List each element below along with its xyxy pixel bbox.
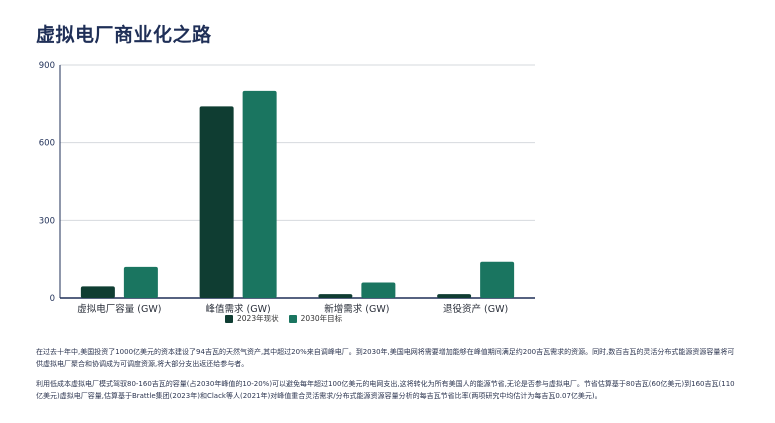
x-tick-label: 虚拟电厂容量 (GW)	[77, 303, 161, 315]
legend-label-2023: 2023年现状	[237, 314, 279, 323]
y-tick-label: 0	[50, 294, 55, 304]
legend-item-2030: 2030年目标	[288, 313, 343, 324]
paragraph-2: 利用低成本虚拟电厂模式驾驭80-160吉瓦的容量(占2030年峰值的10-20%…	[36, 380, 735, 400]
bar-2023	[80, 286, 115, 298]
legend-swatch-2023	[225, 314, 233, 323]
y-tick-label: 600	[39, 139, 55, 149]
bar-2030	[361, 282, 396, 298]
legend-item-2023: 2023年现状	[225, 313, 279, 324]
bar-2030	[242, 90, 277, 298]
bar-2030	[480, 261, 515, 298]
y-tick-label: 900	[39, 61, 55, 71]
bar-2030	[123, 266, 158, 298]
bar-2023	[437, 294, 472, 298]
bar-2023	[318, 294, 353, 298]
legend-swatch-2030	[288, 314, 297, 323]
bar-2023	[199, 106, 234, 298]
paragraph-1: 在过去十年中,美国投资了1000亿美元的资本建设了94吉瓦的天然气资产,其中超过…	[36, 348, 735, 368]
legend-label-2030: 2030年目标	[300, 314, 343, 323]
x-tick-label: 峰值需求 (GW)	[206, 303, 271, 315]
bar-chart: 0 300 600 900 虚拟电厂容量 (GW) 峰值需求 (GW) 新增需求 (GW) 退…	[39, 61, 535, 315]
y-tick-label: 300	[39, 216, 55, 226]
x-tick-label: 退役资产 (GW)	[443, 303, 508, 315]
page-title: 虚拟电厂商业化之路	[36, 24, 212, 46]
chart-legend: 2023年现状 2030年目标	[225, 313, 352, 324]
x-tick-label: 新增需求 (GW)	[324, 303, 389, 315]
